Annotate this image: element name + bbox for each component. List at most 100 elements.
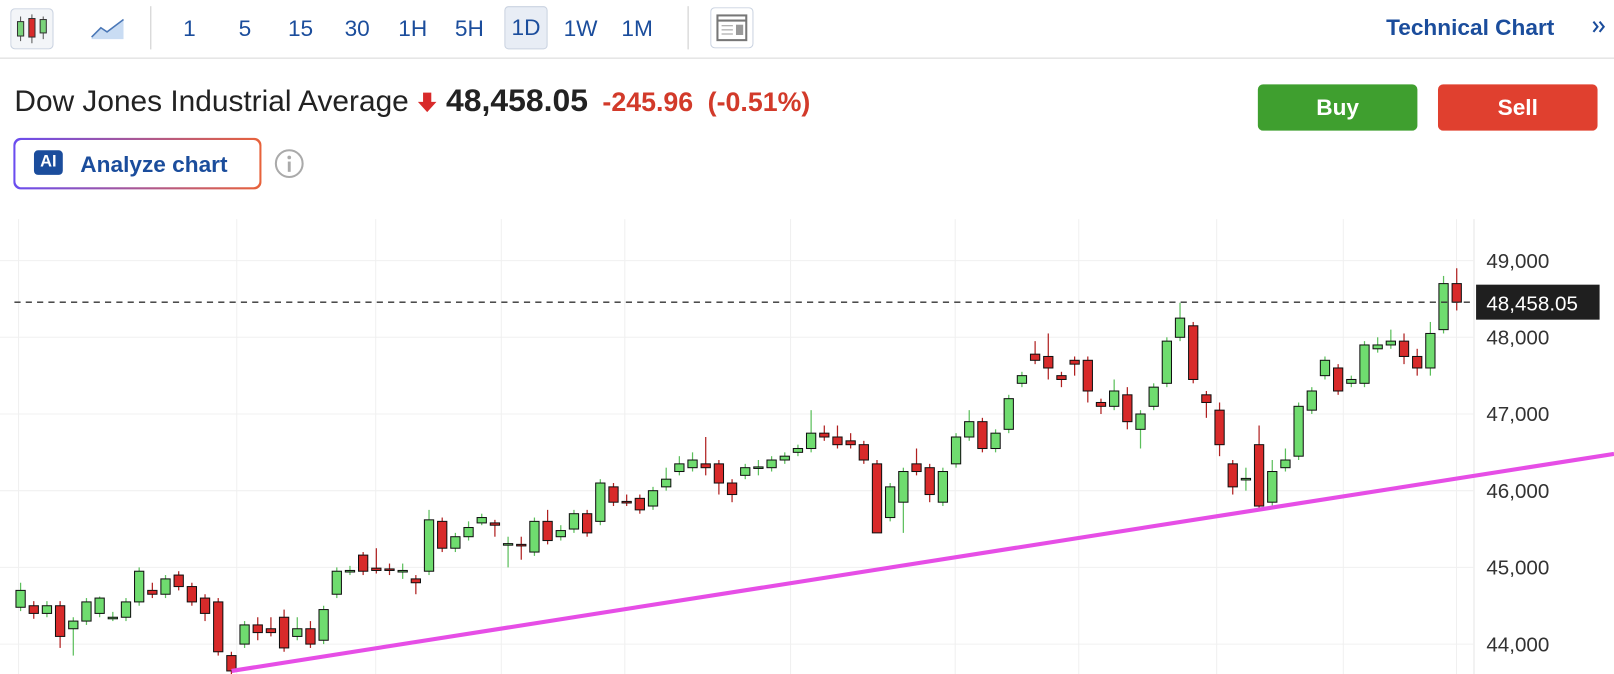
candle-body — [371, 567, 382, 571]
candle-type-button[interactable] — [10, 8, 54, 50]
candle-body — [476, 517, 487, 524]
candle-body — [1016, 375, 1028, 384]
interval-button[interactable]: 1M — [621, 15, 653, 42]
candle-body — [766, 459, 777, 469]
candle-body — [568, 513, 580, 530]
analyze-button-inner: AI Analyze chart — [15, 139, 260, 188]
candle-body — [990, 432, 1001, 450]
candle-body — [1161, 340, 1173, 384]
y-tick-label: 45,000 — [1486, 557, 1549, 580]
candle-body — [634, 497, 645, 511]
divider — [0, 57, 1614, 59]
instrument-name: Dow Jones Industrial Average — [14, 85, 409, 119]
candle-body — [1201, 394, 1212, 404]
candle-body — [199, 597, 211, 614]
candle-body — [384, 568, 395, 571]
candle-body — [1082, 359, 1093, 392]
candle-body — [555, 530, 566, 538]
candle-body — [1346, 378, 1357, 384]
candle-body — [1385, 340, 1396, 346]
candle-body — [911, 463, 922, 473]
candle-body — [318, 609, 329, 641]
candle-body — [410, 578, 422, 584]
candle-body — [68, 620, 79, 630]
interval-button[interactable]: 1D — [504, 6, 548, 50]
sell-button[interactable]: Sell — [1437, 84, 1598, 131]
candle-body — [937, 471, 949, 503]
candle-body — [344, 569, 356, 573]
candle-body — [134, 570, 145, 603]
candle-body — [964, 421, 975, 438]
interval-button[interactable]: 1 — [183, 15, 196, 42]
interval-button[interactable]: 5 — [238, 15, 252, 42]
down-arrow — [418, 92, 437, 113]
y-tick-label: 44,000 — [1486, 633, 1549, 656]
candle-body — [687, 459, 698, 469]
interval-button[interactable]: 15 — [287, 15, 314, 42]
separator — [687, 6, 689, 50]
analyze-label: Analyze chart — [80, 151, 228, 177]
candle-body — [1029, 353, 1041, 361]
candle-body — [358, 554, 369, 572]
candle-body — [292, 628, 303, 637]
candle-body — [278, 616, 290, 649]
candle-body — [1332, 367, 1344, 392]
buy-button[interactable]: Buy — [1257, 84, 1418, 131]
candle-body — [450, 536, 461, 549]
ai-badge: AI — [33, 150, 63, 175]
interval-button[interactable]: 1H — [398, 15, 428, 42]
y-tick-label: 49,000 — [1486, 250, 1549, 273]
candle-body — [885, 486, 896, 519]
candle-body — [595, 482, 606, 522]
change-percent: (-0.51%) — [707, 86, 811, 118]
candle-body — [160, 578, 171, 595]
candle-body — [41, 605, 53, 614]
technical-chart-link[interactable]: Technical Chart — [1386, 14, 1555, 41]
layout-button[interactable] — [710, 7, 754, 49]
candle-body — [1003, 398, 1014, 430]
candle-body — [1214, 409, 1225, 446]
analyze-button[interactable]: AI Analyze chart — [13, 137, 262, 190]
last-price-box — [1476, 284, 1600, 320]
candle-body — [805, 432, 817, 450]
interval-button[interactable]: 5H — [454, 15, 484, 42]
candle-body — [94, 597, 105, 614]
candle-body — [239, 624, 250, 645]
candle-body — [858, 444, 869, 461]
candle-body — [674, 463, 685, 473]
candle-body — [1412, 355, 1423, 369]
separator — [150, 6, 152, 50]
candle-body — [120, 601, 132, 618]
candle-body — [423, 519, 435, 572]
y-tick-label: 48,000 — [1486, 327, 1549, 350]
candle-body — [54, 605, 66, 637]
candle-body — [779, 455, 790, 461]
candle-body — [871, 463, 883, 534]
info-icon[interactable] — [274, 148, 307, 181]
candle-body — [437, 520, 448, 549]
area-type-button[interactable] — [89, 12, 128, 43]
candle-body — [1240, 477, 1252, 481]
candle-body — [542, 520, 553, 542]
interval-button[interactable]: 30 — [344, 15, 370, 42]
interval-button[interactable]: 1W — [563, 15, 598, 42]
change: -245.96 — [602, 86, 694, 118]
candle-body — [608, 486, 619, 503]
candle-body — [15, 589, 26, 608]
candle-body — [977, 421, 988, 450]
candle-body — [489, 522, 501, 526]
candle-body — [147, 589, 158, 595]
candle-body — [1372, 344, 1383, 350]
candle-body — [1109, 390, 1120, 407]
chevron-icon — [1592, 20, 1606, 33]
candle-body — [186, 586, 198, 603]
candle-body — [1069, 359, 1080, 365]
last-price-label: 48,458.05 — [1486, 292, 1578, 315]
candle-body — [1056, 375, 1067, 380]
candle-body — [502, 543, 514, 546]
candle-body — [226, 655, 237, 672]
candle-body — [1135, 413, 1146, 430]
candle-body — [107, 616, 118, 620]
candle-body — [726, 482, 738, 496]
